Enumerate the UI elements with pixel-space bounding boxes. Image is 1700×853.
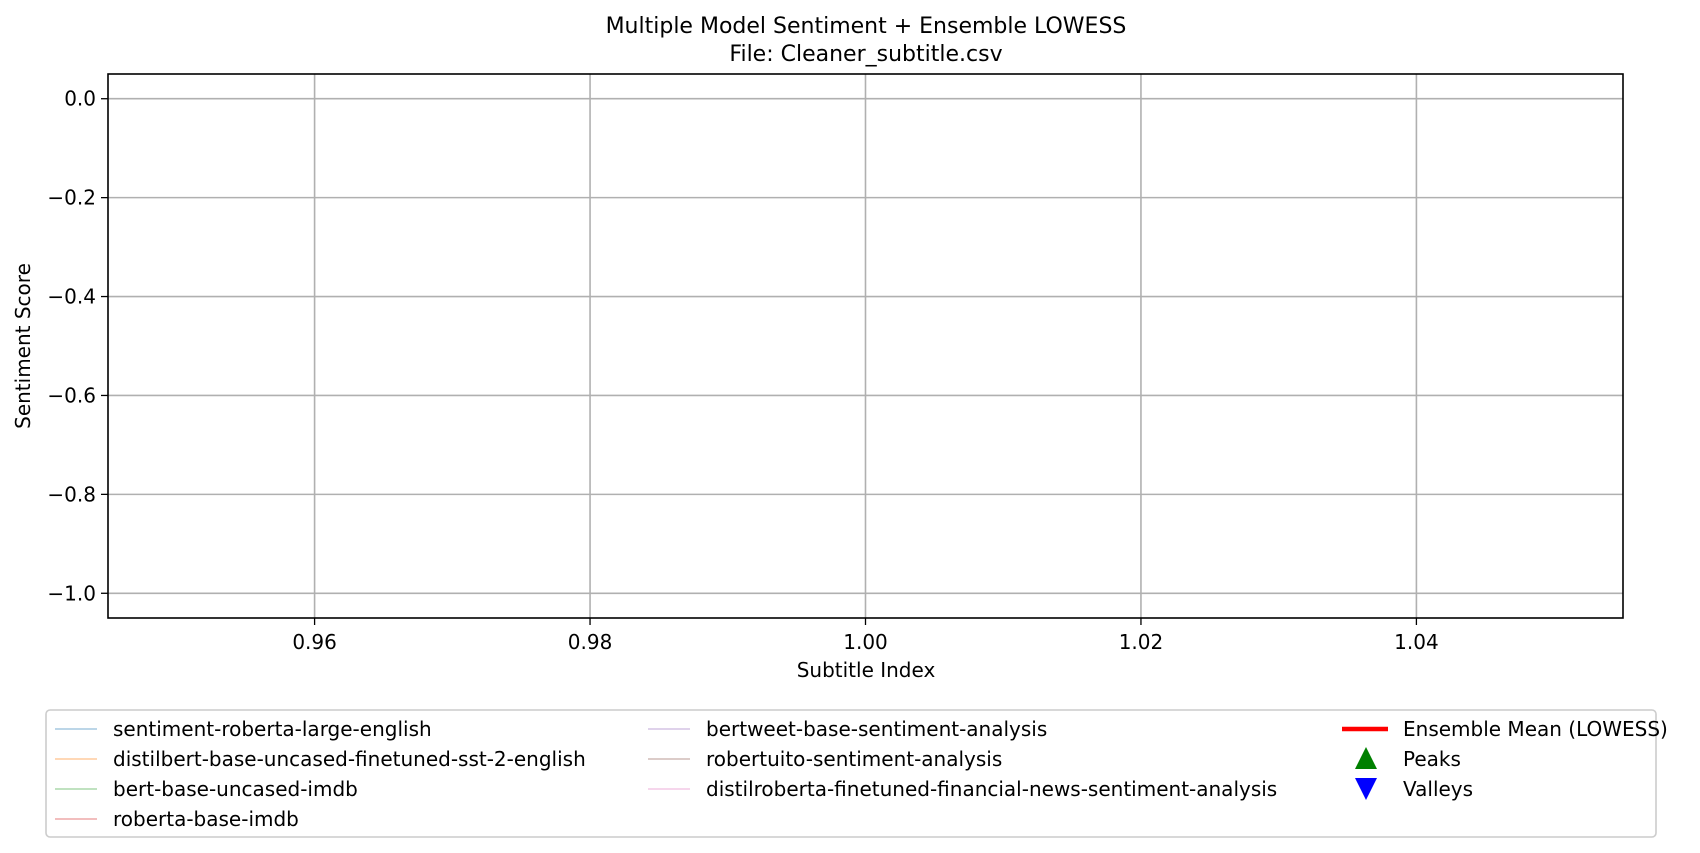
x-tick-label: 1.00 <box>843 630 888 654</box>
y-tick-label: −0.8 <box>47 482 96 506</box>
legend-label: distilroberta-finetuned-financial-news-s… <box>706 777 1277 801</box>
legend-box <box>45 709 1657 838</box>
legend-label: distilbert-base-uncased-finetuned-sst-2-… <box>113 747 586 771</box>
legend-marker-peak <box>1355 747 1377 769</box>
x-tick-label: 1.04 <box>1394 630 1439 654</box>
x-axis-label: Subtitle Index <box>797 658 936 682</box>
y-tick-label: 0.0 <box>64 87 96 111</box>
y-axis-label: Sentiment Score <box>11 263 35 429</box>
legend-marker-valley <box>1355 778 1377 800</box>
grid-lines <box>108 74 1623 618</box>
x-tick-label: 0.98 <box>568 630 613 654</box>
y-axis-ticks: 0.0 −0.2 −0.4 −0.6 −0.8 −1.0 <box>47 87 108 605</box>
y-tick-label: −0.4 <box>47 285 96 309</box>
chart-subtitle: File: Cleaner_subtitle.csv <box>729 42 1002 67</box>
legend-label: bert-base-uncased-imdb <box>113 777 358 801</box>
x-axis-ticks: 0.96 0.98 1.00 1.02 1.04 <box>292 618 1439 654</box>
legend-label: sentiment-roberta-large-english <box>113 717 432 741</box>
y-tick-label: −1.0 <box>47 581 96 605</box>
legend-label: bertweet-base-sentiment-analysis <box>706 717 1047 741</box>
legend-label: Valleys <box>1403 777 1473 801</box>
legend-label: roberta-base-imdb <box>113 807 299 831</box>
chart-title: Multiple Model Sentiment + Ensemble LOWE… <box>606 14 1127 39</box>
legend-label: Ensemble Mean (LOWESS) <box>1403 717 1668 741</box>
x-tick-label: 1.02 <box>1119 630 1164 654</box>
y-tick-label: −0.2 <box>47 186 96 210</box>
legend: sentiment-roberta-large-english distilber… <box>55 717 1668 831</box>
y-tick-label: −0.6 <box>47 383 96 407</box>
legend-label: robertuito-sentiment-analysis <box>706 747 1002 771</box>
legend-label: Peaks <box>1403 747 1461 771</box>
x-tick-label: 0.96 <box>292 630 337 654</box>
